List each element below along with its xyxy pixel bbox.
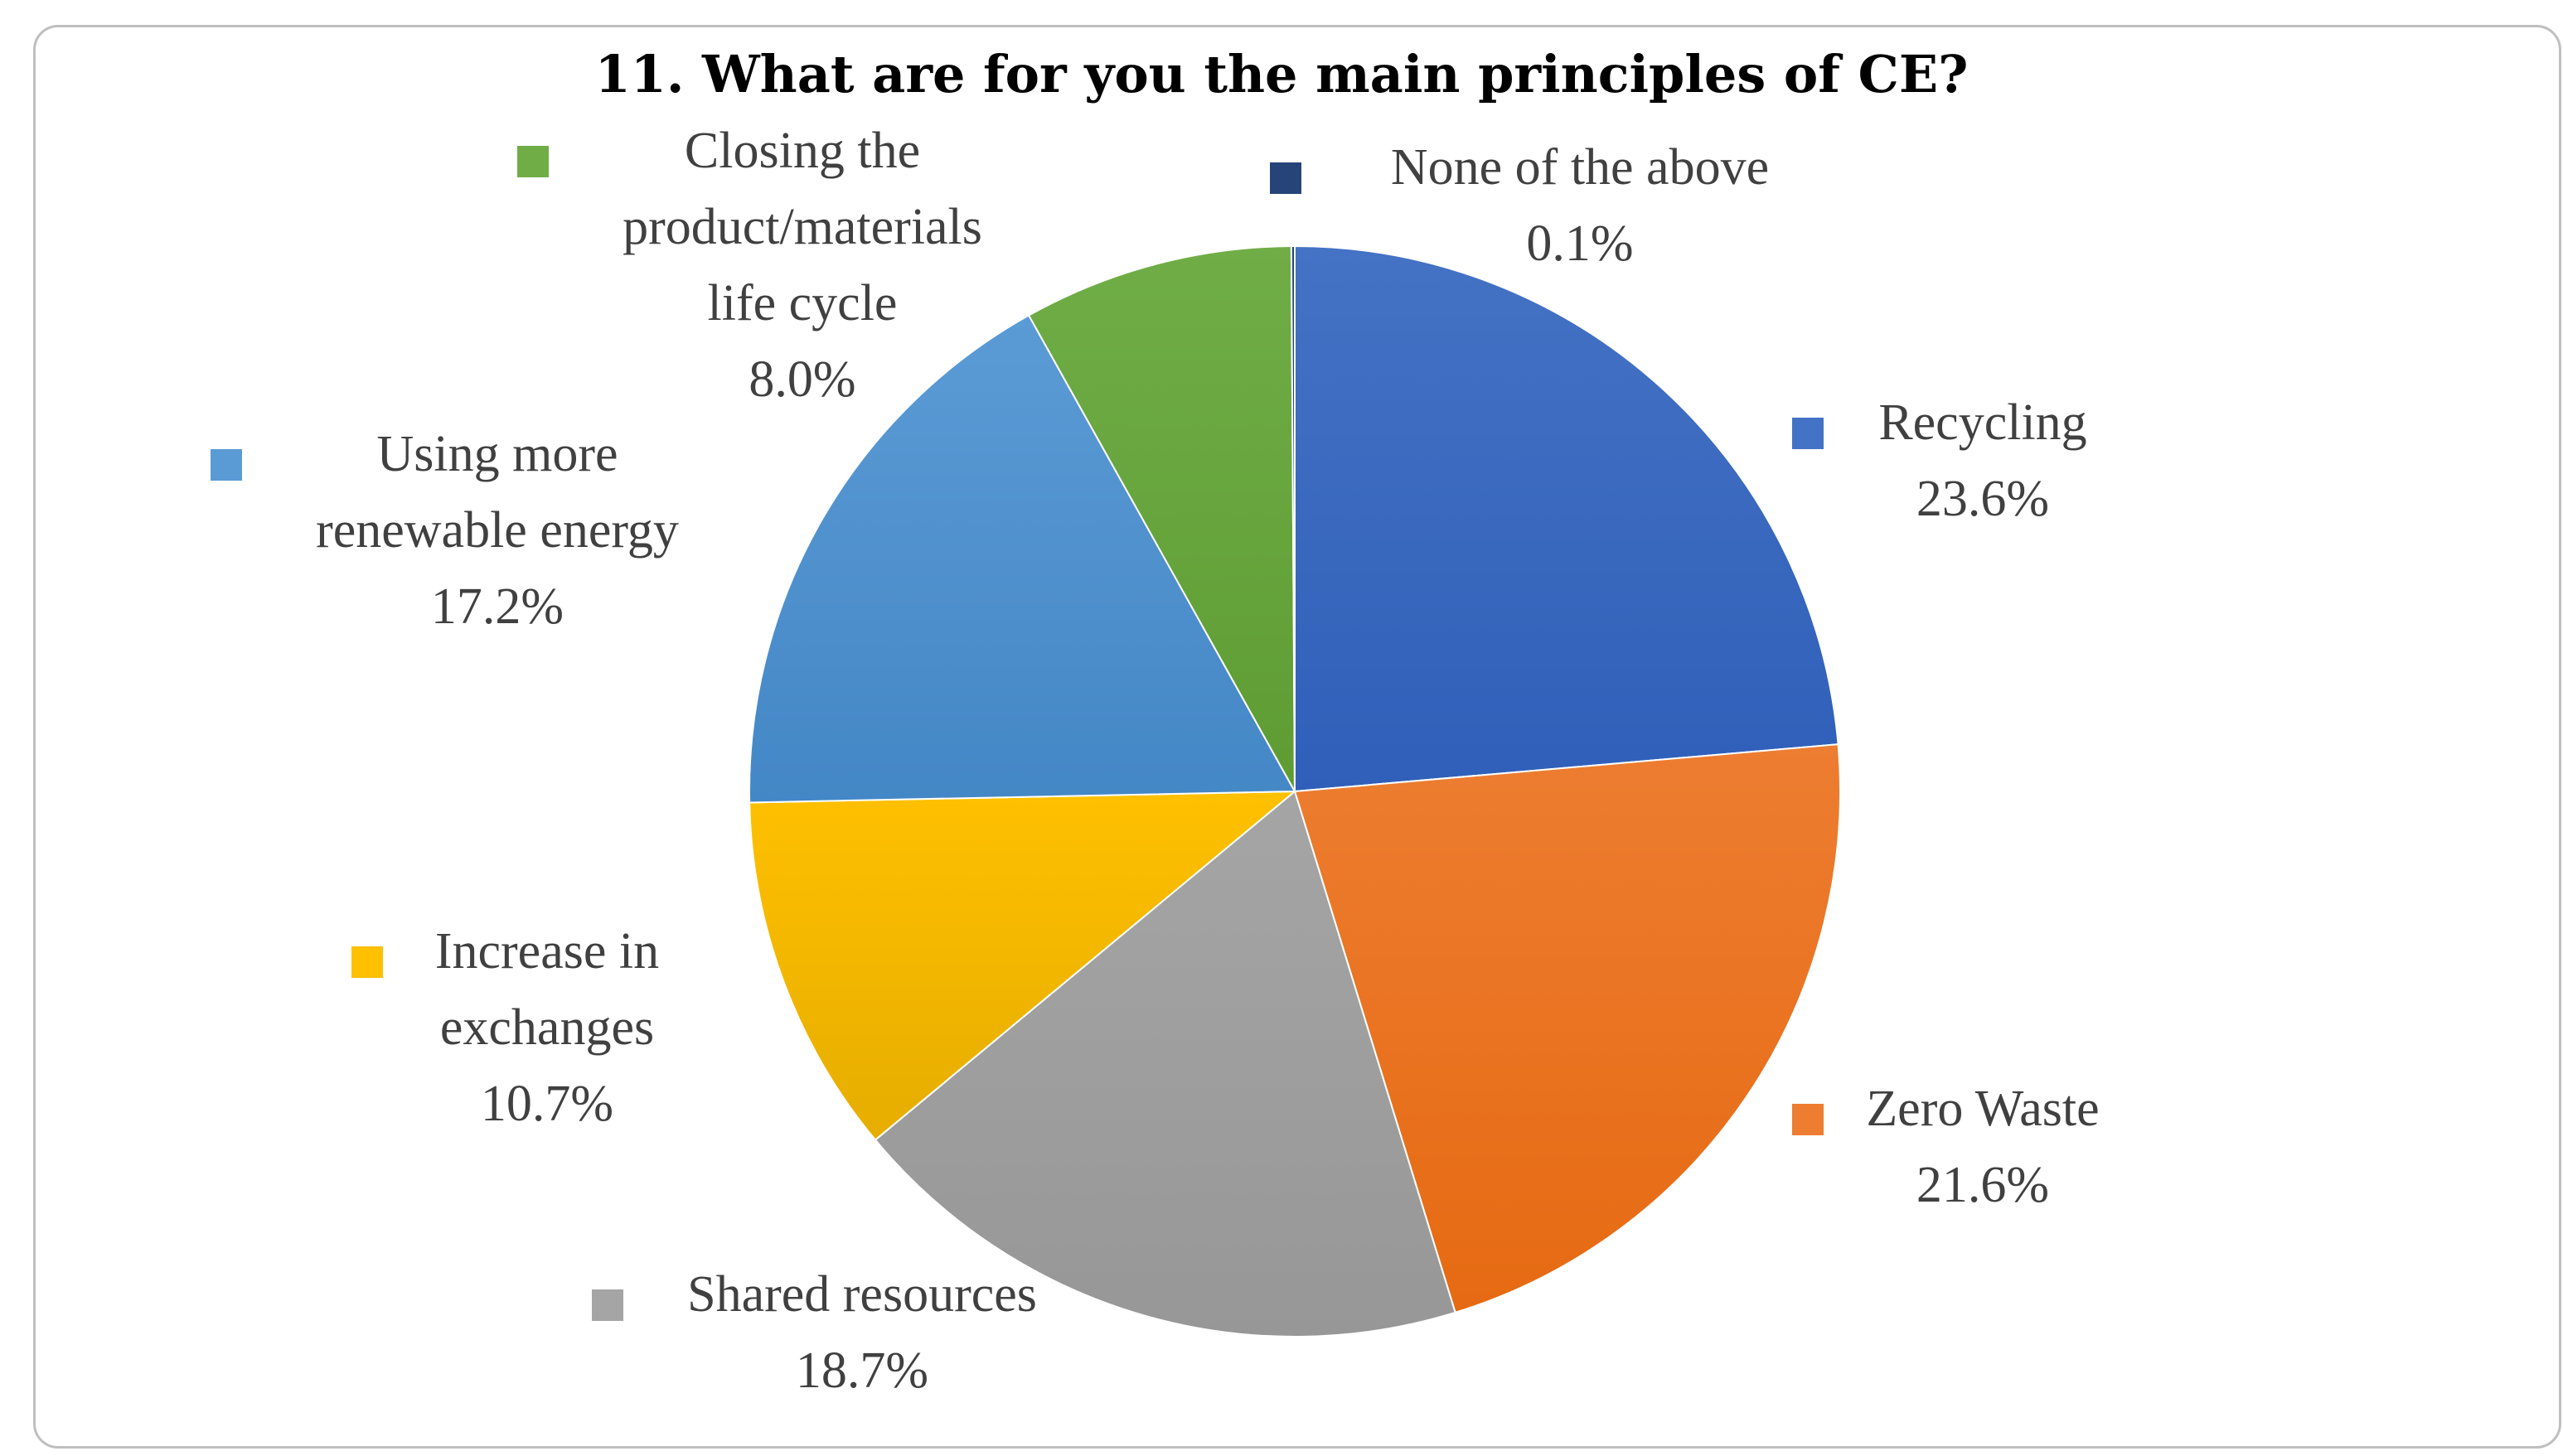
legend-swatch	[1270, 162, 1301, 194]
slice-category-label: Increase in	[435, 923, 659, 980]
slice-label: Shared resources 18.7%	[592, 1266, 1037, 1399]
pie-slice	[1294, 244, 1839, 793]
slice-category-label: life cycle	[708, 275, 898, 331]
slice-label: None of the above 0.1%	[1270, 139, 1769, 272]
slice-label: Using more renewable energy 17.2%	[211, 426, 679, 635]
pie-slice	[1293, 743, 1841, 1314]
legend-swatch	[1792, 418, 1824, 449]
chart-title: 11. What are for you the main principles…	[594, 44, 1969, 104]
legend-swatch	[351, 946, 383, 978]
slice-percent-label: 0.1%	[1526, 215, 1633, 272]
slice-percent-label: 21.6%	[1916, 1157, 2049, 1213]
slice-percent-label: 17.2%	[431, 578, 564, 635]
pie-slices	[749, 244, 1841, 1337]
slice-category-label: None of the above	[1391, 139, 1769, 196]
legend-swatch	[517, 146, 549, 177]
slice-category-label: Recycling	[1878, 394, 2086, 451]
slice-labels: Recycling 23.6% Zero Waste 21.6% Shared reso…	[211, 123, 2100, 1399]
slice-percent-label: 10.7%	[481, 1076, 613, 1132]
slice-label: Recycling 23.6%	[1792, 394, 2087, 527]
slice-label: Increase in exchanges 10.7%	[351, 923, 659, 1132]
slice-category-label: exchanges	[440, 999, 654, 1056]
slice-label: Zero Waste 21.6%	[1792, 1081, 2100, 1213]
slice-category-label: renewable energy	[316, 502, 679, 559]
pie-slice	[1027, 245, 1296, 792]
slice-label: Closing the product/materials life cycle 8.…	[517, 123, 982, 408]
pie-slice	[874, 790, 1456, 1337]
slice-category-label: product/materials	[623, 199, 982, 255]
slice-percent-label: 23.6%	[1916, 471, 2049, 527]
pie-slice	[1290, 244, 1296, 792]
slice-category-label: Using more	[376, 426, 618, 482]
legend-swatch	[211, 449, 242, 481]
legend-swatch	[1792, 1104, 1824, 1135]
slice-category-label: Closing the	[685, 123, 920, 179]
slice-category-label: Zero Waste	[1866, 1081, 2099, 1137]
slice-percent-label: 8.0%	[749, 351, 855, 408]
legend-swatch	[592, 1289, 623, 1321]
pie-slice	[749, 314, 1296, 804]
slice-category-label: Shared resources	[687, 1266, 1037, 1323]
slice-percent-label: 18.7%	[796, 1342, 928, 1399]
pie-slice	[749, 790, 1297, 1141]
